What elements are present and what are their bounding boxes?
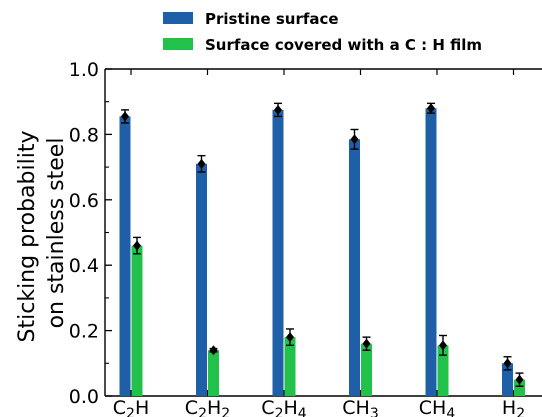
bar-pristine: [272, 109, 284, 396]
bar-film: [131, 245, 143, 396]
bar-film: [437, 345, 449, 396]
bar-pristine: [502, 363, 513, 396]
y-tick-label: 1.0: [69, 59, 99, 81]
data-point-marker: [197, 158, 206, 169]
x-tick-label: C2H: [113, 397, 150, 417]
data-point-marker: [286, 332, 294, 343]
y-tick-label: 0.6: [69, 190, 99, 212]
bar-film: [284, 337, 296, 396]
data-point-marker: [427, 103, 435, 114]
bar-pristine: [196, 163, 207, 396]
y-axis-label-line-2: on stainless steel: [44, 138, 69, 329]
data-point-marker: [274, 104, 282, 115]
data-point-marker: [209, 345, 218, 356]
y-tick-label: 0.0: [69, 386, 99, 408]
data-point-marker: [362, 338, 371, 349]
legend-swatch-pristine: [163, 12, 193, 24]
data-point-marker: [503, 358, 512, 369]
legend-label-film: Surface covered with a C : H film: [205, 36, 482, 54]
bar-pristine: [425, 108, 437, 397]
bar-film: [514, 379, 525, 396]
y-axis-label-line-1: Sticking probability: [15, 131, 40, 343]
y-tick-label: 0.8: [69, 124, 99, 146]
y-tick-label: 0.2: [69, 321, 99, 343]
legend-swatch-film: [163, 38, 193, 50]
data-point-marker: [439, 340, 447, 351]
legend: Pristine surface Surface covered with a …: [163, 10, 482, 54]
plot-area: 0.0 0.2 0.4 0.6 0.8 1.0 C2H C2H2 C2H4 CH3 CH4 H2: [69, 59, 542, 417]
legend-label-pristine: Pristine surface: [205, 10, 339, 28]
data-point-marker: [350, 134, 359, 145]
x-tick-label: CH4: [419, 397, 456, 417]
data-point-marker: [133, 240, 141, 251]
x-tick-label: C2H4: [261, 397, 307, 417]
x-tick-label: CH3: [342, 397, 378, 417]
y-tick-label: 0.4: [69, 255, 99, 277]
bar-pristine: [349, 139, 360, 396]
bar-film: [361, 343, 372, 396]
x-tick-label: C2H2: [185, 397, 230, 417]
bar-pristine: [119, 116, 131, 396]
data-point-marker: [515, 374, 524, 385]
bar-film: [208, 350, 219, 396]
x-tick-label: H2: [502, 397, 525, 417]
y-axis-label: Sticking probability on stainless steel: [15, 124, 69, 343]
data-point-marker: [121, 111, 129, 122]
